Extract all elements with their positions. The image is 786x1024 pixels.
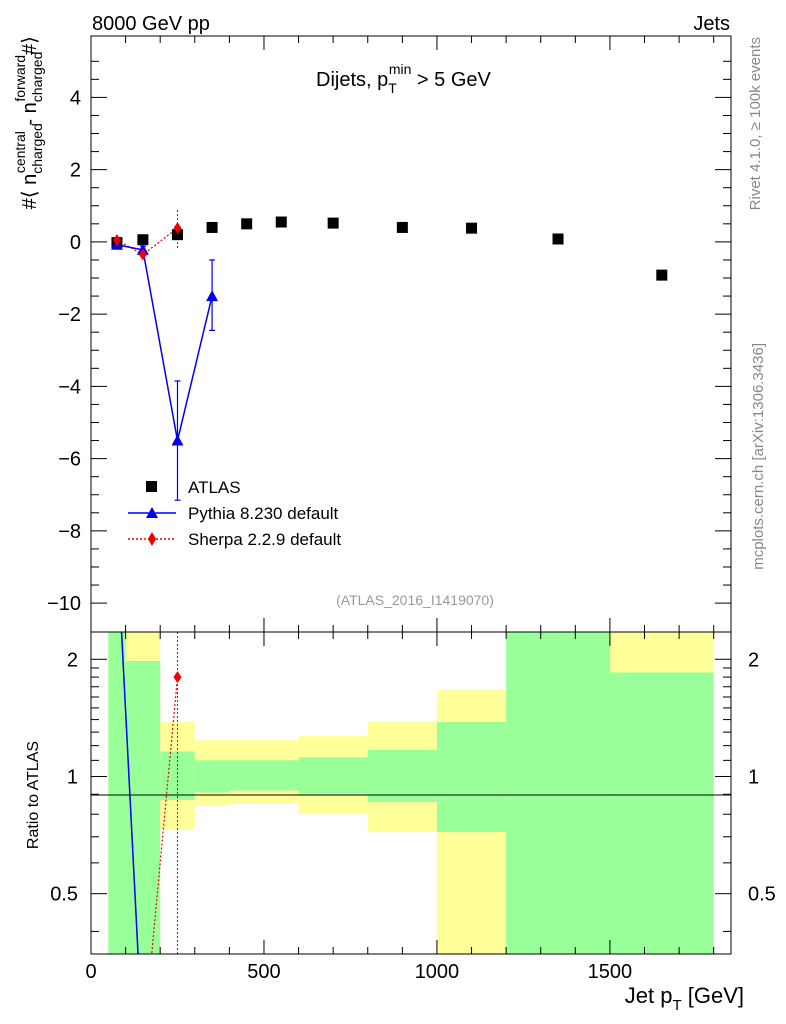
ratio-xlabel: Jet pT [GeV] — [625, 983, 744, 1014]
atlas-point — [552, 233, 564, 245]
mcplots-note: mcplots.cern.ch [arXiv:1306.3436] — [750, 343, 767, 570]
ratio-marks — [120, 632, 182, 954]
ratio-xtick-label: 0 — [85, 961, 96, 983]
ratio-plot-frame — [90, 631, 732, 955]
ratio-band-green — [367, 749, 437, 802]
atlas-point — [241, 218, 253, 230]
legend: ATLAS Pythia 8.230 default Sherpa 2.2.9 … — [128, 478, 341, 549]
main-ytick-label: −8 — [58, 521, 81, 543]
main-plot-frame — [90, 35, 732, 633]
atlas-point — [396, 221, 408, 233]
ratio-band-green — [436, 722, 507, 833]
ratio-xtick-label: 500 — [247, 961, 280, 983]
main-ytick-label: −10 — [47, 593, 81, 615]
ratio-ytick-labels: 2 2 1 1 0.5 0.5 — [50, 649, 776, 905]
main-panel: 4 2 0 −2 −4 −6 −8 −10 Dijets, pTmin > 5 GeV #⟨ … — [12, 35, 732, 633]
xlabel-sub: T — [672, 997, 681, 1014]
ylabel-sub1: charged — [29, 123, 45, 174]
atlas-point — [137, 234, 149, 246]
ratio-band-green — [506, 632, 610, 954]
pythia-point — [171, 434, 184, 446]
legend-marker-sherpa — [148, 532, 156, 546]
main-ytick-labels: 4 2 0 −2 −4 −6 −8 −10 — [47, 87, 81, 615]
ratio-ytick-label-right: 0.5 — [748, 884, 776, 906]
legend-label-atlas: ATLAS — [188, 478, 241, 497]
header-right: Jets — [693, 13, 730, 35]
legend-marker-atlas — [146, 481, 157, 492]
main-title-sup: min — [389, 61, 412, 77]
main-title-tail: > 5 GeV — [411, 69, 491, 91]
main-title-sub: T — [388, 80, 397, 96]
main-ticks — [90, 36, 731, 632]
main-ytick-label: 4 — [70, 87, 81, 109]
ratio-pythia-line — [120, 632, 139, 954]
ratio-xtick-labels: 0 500 1000 1500 — [85, 961, 632, 983]
atlas-point — [466, 222, 478, 234]
main-marks — [110, 208, 668, 501]
ylabel-mid: - n — [19, 102, 41, 131]
legend-label-pythia: Pythia 8.230 default — [188, 504, 339, 523]
ylabel-open: #⟨ n — [19, 174, 41, 210]
xlabel-tail: [GeV] — [682, 983, 744, 1008]
main-ytick-label: 2 — [70, 160, 81, 182]
ratio-band-green — [194, 760, 230, 793]
ylabel-sup1: central — [12, 131, 28, 173]
pythia-point — [206, 290, 219, 302]
legend-label-sherpa: Sherpa 2.2.9 default — [188, 530, 341, 549]
ratio-xtick-label: 1000 — [415, 961, 460, 983]
ratio-sherpa-point — [173, 671, 182, 684]
ratio-ticks — [90, 632, 731, 954]
ratio-ytick-label-right: 2 — [748, 649, 759, 671]
xlabel-main: Jet p — [625, 983, 673, 1008]
sherpa-point — [138, 248, 147, 261]
legend-marker-pythia — [146, 507, 158, 518]
analysis-watermark: (ATLAS_2016_I1419070) — [336, 592, 494, 608]
rivet-note: Rivet 4.1.0, ≥ 100k events — [747, 37, 764, 210]
ratio-bands — [108, 632, 714, 954]
ratio-ytick-label-right: 1 — [748, 766, 759, 788]
main-title-text: Dijets, p — [316, 69, 388, 91]
main-ytick-label: −2 — [58, 304, 81, 326]
ylabel-sup2: forward — [12, 55, 28, 102]
ratio-band-green — [609, 672, 714, 954]
main-ylabel: #⟨ nchargedcentral - nchargedforward#⟩ — [12, 36, 45, 209]
ratio-panel: 2 2 1 1 0.5 0.5 0 500 1000 1500 Ratio to ATLAS J… — [25, 631, 776, 1014]
atlas-point — [206, 221, 218, 233]
ratio-ytick-label-left: 1 — [67, 766, 78, 788]
header-left: 8000 GeV pp — [92, 13, 210, 35]
ratio-xtick-label: 1500 — [588, 961, 633, 983]
atlas-point — [171, 229, 183, 241]
sherpa-point — [173, 222, 182, 235]
ratio-ylabel: Ratio to ATLAS — [25, 741, 42, 849]
ratio-ytick-label-left: 2 — [67, 649, 78, 671]
ratio-band-green — [160, 751, 195, 801]
pythia-line — [116, 244, 213, 441]
atlas-point — [327, 217, 339, 229]
ratio-ytick-label-left: 0.5 — [50, 884, 78, 906]
main-ytick-label: −4 — [58, 376, 81, 398]
main-ytick-label: 0 — [70, 232, 81, 254]
sherpa-point — [112, 234, 121, 247]
ratio-band-green — [229, 760, 299, 791]
atlas-point — [275, 216, 287, 228]
ratio-band-green — [298, 757, 368, 795]
ratio-band-green — [108, 632, 126, 954]
main-title: Dijets, pTmin > 5 GeV — [316, 61, 492, 96]
ylabel-sub2: charged — [29, 52, 45, 103]
main-ytick-label: −6 — [58, 449, 81, 471]
ratio-band-green — [125, 660, 161, 954]
atlas-point — [656, 269, 668, 281]
ylabel-close: #⟩ — [19, 36, 41, 55]
